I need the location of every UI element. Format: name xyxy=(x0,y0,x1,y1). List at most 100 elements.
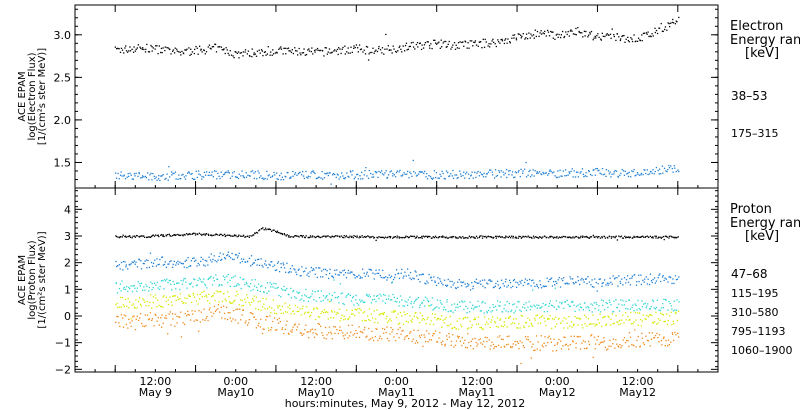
data-point xyxy=(286,320,288,322)
data-point xyxy=(387,298,390,300)
data-point xyxy=(617,285,619,287)
data-point xyxy=(276,287,278,289)
data-point xyxy=(646,314,648,317)
data-point xyxy=(324,297,326,299)
data-point xyxy=(473,237,475,239)
data-point xyxy=(436,299,439,301)
data-point xyxy=(320,312,322,315)
data-point xyxy=(464,177,466,179)
data-point xyxy=(336,269,338,271)
data-point xyxy=(368,268,370,271)
data-point xyxy=(579,348,582,350)
data-point xyxy=(408,177,410,179)
data-point xyxy=(134,307,136,309)
data-point xyxy=(632,170,634,173)
data-point xyxy=(196,293,198,296)
data-point xyxy=(498,305,500,307)
data-point xyxy=(257,283,260,285)
data-point xyxy=(257,301,259,303)
time-tick-label: 12:00 xyxy=(622,375,654,388)
data-point xyxy=(366,271,368,273)
data-point xyxy=(507,236,510,239)
data-point xyxy=(566,299,568,302)
data-point xyxy=(601,237,603,239)
data-point xyxy=(246,297,249,299)
data-point xyxy=(364,301,366,304)
data-point xyxy=(420,274,422,276)
data-point xyxy=(648,332,650,334)
data-point xyxy=(276,178,278,180)
data-point xyxy=(654,170,656,173)
data-point xyxy=(578,31,581,33)
data-point xyxy=(305,267,307,269)
data-point xyxy=(359,330,362,333)
data-point xyxy=(234,254,237,256)
data-point xyxy=(366,315,369,317)
data-point xyxy=(388,295,390,297)
data-point xyxy=(386,337,389,340)
data-point xyxy=(474,280,476,283)
data-point xyxy=(204,295,206,298)
data-point xyxy=(122,234,124,236)
data-point xyxy=(489,348,491,350)
data-point xyxy=(118,306,121,308)
data-point xyxy=(438,236,441,238)
data-point xyxy=(363,49,365,51)
data-point xyxy=(501,311,504,313)
data-point xyxy=(434,39,436,42)
data-point xyxy=(658,27,661,29)
data-point xyxy=(195,284,198,287)
data-point xyxy=(235,51,237,53)
data-point xyxy=(418,237,420,239)
data-point xyxy=(395,269,398,271)
data-point xyxy=(336,173,338,175)
data-point xyxy=(526,38,529,40)
data-point xyxy=(502,171,504,173)
data-point xyxy=(145,284,147,286)
data-point xyxy=(354,235,357,238)
data-point xyxy=(445,46,447,48)
data-point xyxy=(333,279,335,281)
data-point xyxy=(658,168,661,170)
data-point xyxy=(284,328,286,331)
data-point xyxy=(135,172,137,175)
data-point xyxy=(654,235,656,237)
data-point xyxy=(426,298,428,300)
data-point xyxy=(491,40,493,42)
data-point xyxy=(358,237,360,239)
data-point xyxy=(169,234,171,237)
data-point xyxy=(381,173,384,175)
data-point xyxy=(188,233,191,235)
data-point xyxy=(423,334,425,336)
data-point xyxy=(372,339,375,342)
data-point xyxy=(402,236,404,239)
data-point xyxy=(273,317,276,319)
data-point xyxy=(144,260,146,262)
data-point xyxy=(374,335,377,338)
data-point xyxy=(173,260,175,263)
data-point xyxy=(392,328,394,331)
data-point xyxy=(497,284,499,286)
data-point xyxy=(653,307,655,309)
data-point xyxy=(314,328,316,331)
data-point xyxy=(281,176,284,178)
data-point xyxy=(474,41,476,44)
data-point xyxy=(558,176,560,178)
data-point xyxy=(641,235,644,237)
data-point xyxy=(504,280,507,283)
data-point xyxy=(658,334,661,336)
data-point xyxy=(314,291,316,293)
data-point xyxy=(597,283,599,285)
data-point xyxy=(121,175,123,177)
data-point xyxy=(504,304,506,306)
date-tick-label: May11 xyxy=(378,386,415,399)
data-point xyxy=(198,330,200,332)
data-point xyxy=(583,281,585,283)
data-point xyxy=(116,292,119,294)
data-point xyxy=(395,171,398,174)
data-point xyxy=(621,278,623,280)
data-point xyxy=(448,175,451,177)
data-point xyxy=(547,174,549,176)
data-point xyxy=(116,315,118,318)
data-point xyxy=(309,176,311,178)
